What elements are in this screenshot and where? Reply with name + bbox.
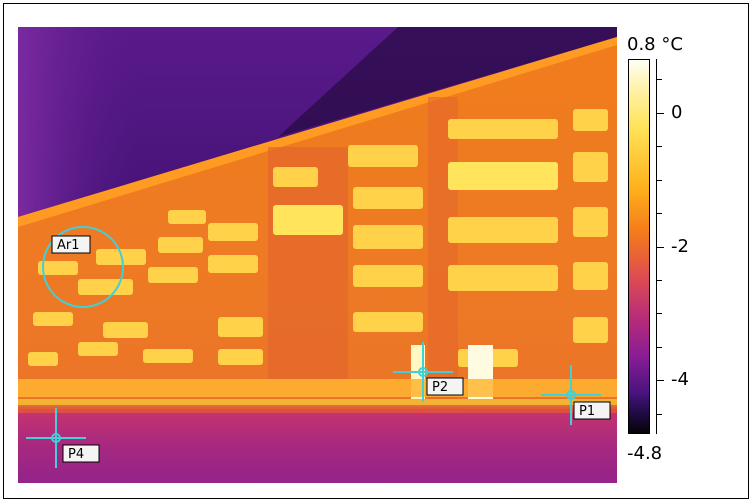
scale-major-tick xyxy=(656,113,664,114)
scale-tick-label: 0 xyxy=(671,102,683,123)
scale-tick-label: -4 xyxy=(671,369,689,390)
scale-minor-tick xyxy=(656,280,662,281)
spot-marker-p2[interactable] xyxy=(393,342,453,402)
p2-label: P2 xyxy=(432,380,448,395)
scale-tick-label: -2 xyxy=(671,236,689,257)
wall-panel xyxy=(268,147,348,397)
wall-panel xyxy=(428,97,458,417)
scale-minor-tick xyxy=(656,79,662,80)
spot-marker-p4[interactable] xyxy=(26,408,86,468)
p4-label: P4 xyxy=(68,447,84,462)
scale-minor-tick xyxy=(656,313,662,314)
scale-min-label: -4.8 xyxy=(627,443,663,464)
temperature-colorbar xyxy=(628,59,650,434)
scale-major-tick xyxy=(656,380,664,381)
scale-max-label: 0.8 °C xyxy=(627,34,683,55)
base-strip xyxy=(18,379,617,397)
ground xyxy=(18,409,617,483)
ar1-label-box xyxy=(51,235,91,254)
scale-minor-tick xyxy=(656,347,662,348)
p1-label-box xyxy=(573,401,611,420)
ground-edge xyxy=(18,405,617,413)
p1-label: P1 xyxy=(579,404,595,419)
scale-minor-tick xyxy=(656,213,662,214)
base-highlight xyxy=(18,399,617,407)
p4-label-box xyxy=(62,444,100,463)
spot-marker-p1[interactable] xyxy=(541,365,601,425)
area-marker-ar1[interactable] xyxy=(42,226,124,308)
scale-minor-tick xyxy=(656,414,662,415)
p2-label-box xyxy=(426,377,464,396)
scale-minor-tick xyxy=(656,180,662,181)
ar1-circle[interactable] xyxy=(42,226,124,308)
scale-axis-line xyxy=(656,59,657,434)
roof-cold-band xyxy=(278,27,617,137)
ar1-label: Ar1 xyxy=(57,238,80,253)
window-strips xyxy=(28,109,608,367)
roof-edge xyxy=(18,37,617,227)
thermal-image: Ar1 P2 P1 P4 xyxy=(18,27,617,483)
scale-minor-tick xyxy=(656,146,662,147)
scale-major-tick xyxy=(656,247,664,248)
